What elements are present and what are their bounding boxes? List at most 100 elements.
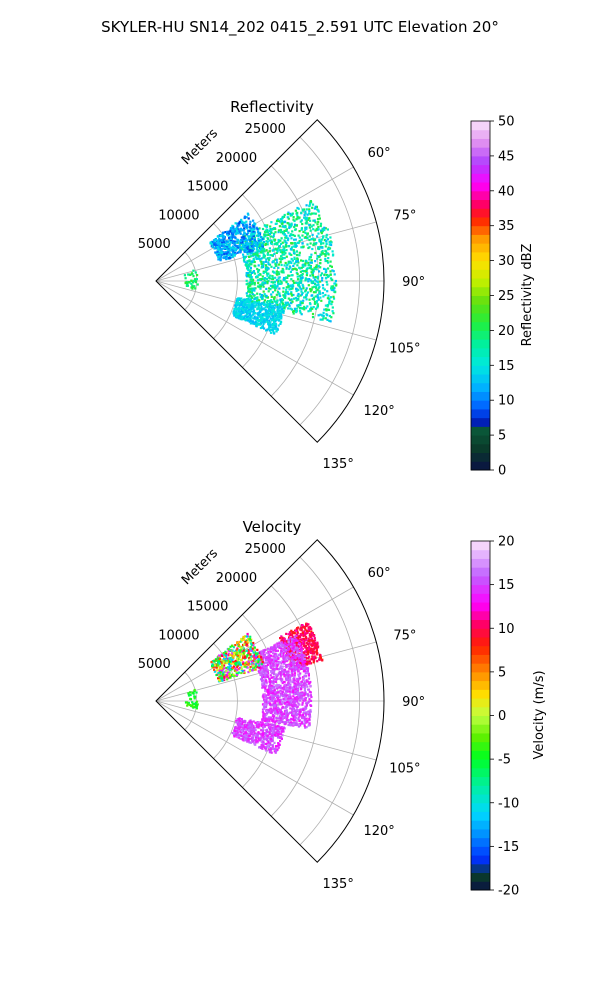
echo-gate [293, 682, 296, 685]
echo-gate [296, 257, 299, 260]
echo-gate [293, 636, 296, 639]
echo-gate [293, 310, 296, 313]
echo-gate [245, 227, 249, 230]
echo-gate [217, 657, 220, 660]
echo-gate [284, 721, 288, 724]
echo-gate [316, 275, 320, 278]
echo-gate [234, 305, 237, 308]
echo-gate [256, 296, 259, 299]
echo-gate [285, 676, 288, 679]
echo-gate [272, 694, 275, 698]
echo-gate [301, 274, 304, 277]
echo-gate [302, 711, 305, 715]
echo-gate [311, 271, 314, 275]
echo-gate [330, 316, 333, 319]
echo-gate [309, 710, 312, 713]
echo-gate [290, 278, 293, 281]
echo-gate [320, 253, 323, 256]
echo-gate [300, 629, 303, 632]
echo-gate [262, 713, 265, 717]
echo-gate [254, 668, 257, 671]
echo-gate [261, 250, 264, 253]
echo-gate [227, 244, 230, 247]
echo-gate [248, 308, 251, 311]
echo-gate [232, 254, 235, 257]
echo-gate [300, 300, 303, 303]
echo-gate [318, 270, 321, 273]
echo-gate [330, 285, 333, 288]
echo-gate [301, 676, 305, 679]
echo-gate [281, 219, 284, 223]
echo-gate [302, 654, 305, 657]
echo-gate [286, 694, 289, 697]
echo-gate [269, 663, 272, 666]
echo-gate [251, 249, 254, 252]
echo-gate [290, 222, 293, 225]
echo-gate [232, 660, 235, 664]
echo-gate [239, 240, 242, 243]
echo-gate [280, 258, 283, 261]
echo-gate [308, 690, 311, 693]
echo-gate [271, 676, 274, 679]
echo-gate [283, 675, 286, 678]
echo-gate [294, 712, 297, 715]
echo-gate [264, 260, 267, 263]
echo-gate [224, 231, 227, 234]
echo-gate [266, 718, 269, 721]
echo-gate [292, 660, 295, 663]
echo-gate [288, 226, 291, 229]
echo-gate [294, 639, 297, 642]
echo-gate [264, 657, 267, 660]
echo-gate [318, 238, 321, 241]
echo-gate [290, 308, 293, 311]
echo-gate [240, 307, 243, 310]
echo-gate [261, 325, 264, 328]
echo-gate [236, 641, 239, 644]
echo-gate [237, 312, 240, 316]
echo-gate [253, 260, 256, 264]
echo-gate [266, 282, 269, 285]
echo-gate [281, 305, 284, 308]
echo-gate [316, 280, 319, 283]
echo-gate [296, 659, 299, 662]
echo-gate [266, 252, 269, 256]
echo-gate [299, 691, 302, 694]
echo-gate [274, 663, 277, 666]
echo-gate [279, 250, 282, 254]
echo-gate [242, 233, 245, 236]
echo-gate [280, 270, 283, 273]
echo-gate [302, 643, 306, 646]
echo-gate [217, 661, 220, 664]
echo-gate [309, 229, 312, 232]
echo-gate [299, 696, 302, 699]
echo-gate [252, 247, 255, 250]
echo-gate [312, 242, 315, 245]
echo-gate [277, 266, 280, 269]
echo-gate [262, 716, 265, 719]
echo-gate [248, 275, 251, 279]
echo-gate [301, 222, 304, 226]
echo-gate [279, 294, 282, 298]
echo-gate [281, 686, 284, 690]
echo-gate [297, 639, 300, 642]
echo-gate [273, 232, 276, 235]
echo-gate [258, 299, 261, 302]
echo-gate [281, 241, 284, 244]
echo-gate [312, 281, 315, 284]
echo-gate [278, 661, 281, 664]
echo-gate [285, 678, 289, 681]
echo-gate [319, 657, 322, 660]
echo-gate [314, 260, 317, 263]
echo-gate [189, 273, 192, 276]
azimuth-spoke-120 [155, 700, 354, 816]
echo-gate [272, 651, 275, 654]
echo-gate [240, 665, 243, 668]
echo-gate [281, 225, 285, 228]
echo-gate [248, 235, 251, 238]
echo-gate [313, 207, 316, 210]
echo-gate [298, 236, 301, 239]
echo-gate [252, 234, 255, 237]
echo-gate [287, 237, 290, 240]
echo-gate [274, 711, 277, 714]
